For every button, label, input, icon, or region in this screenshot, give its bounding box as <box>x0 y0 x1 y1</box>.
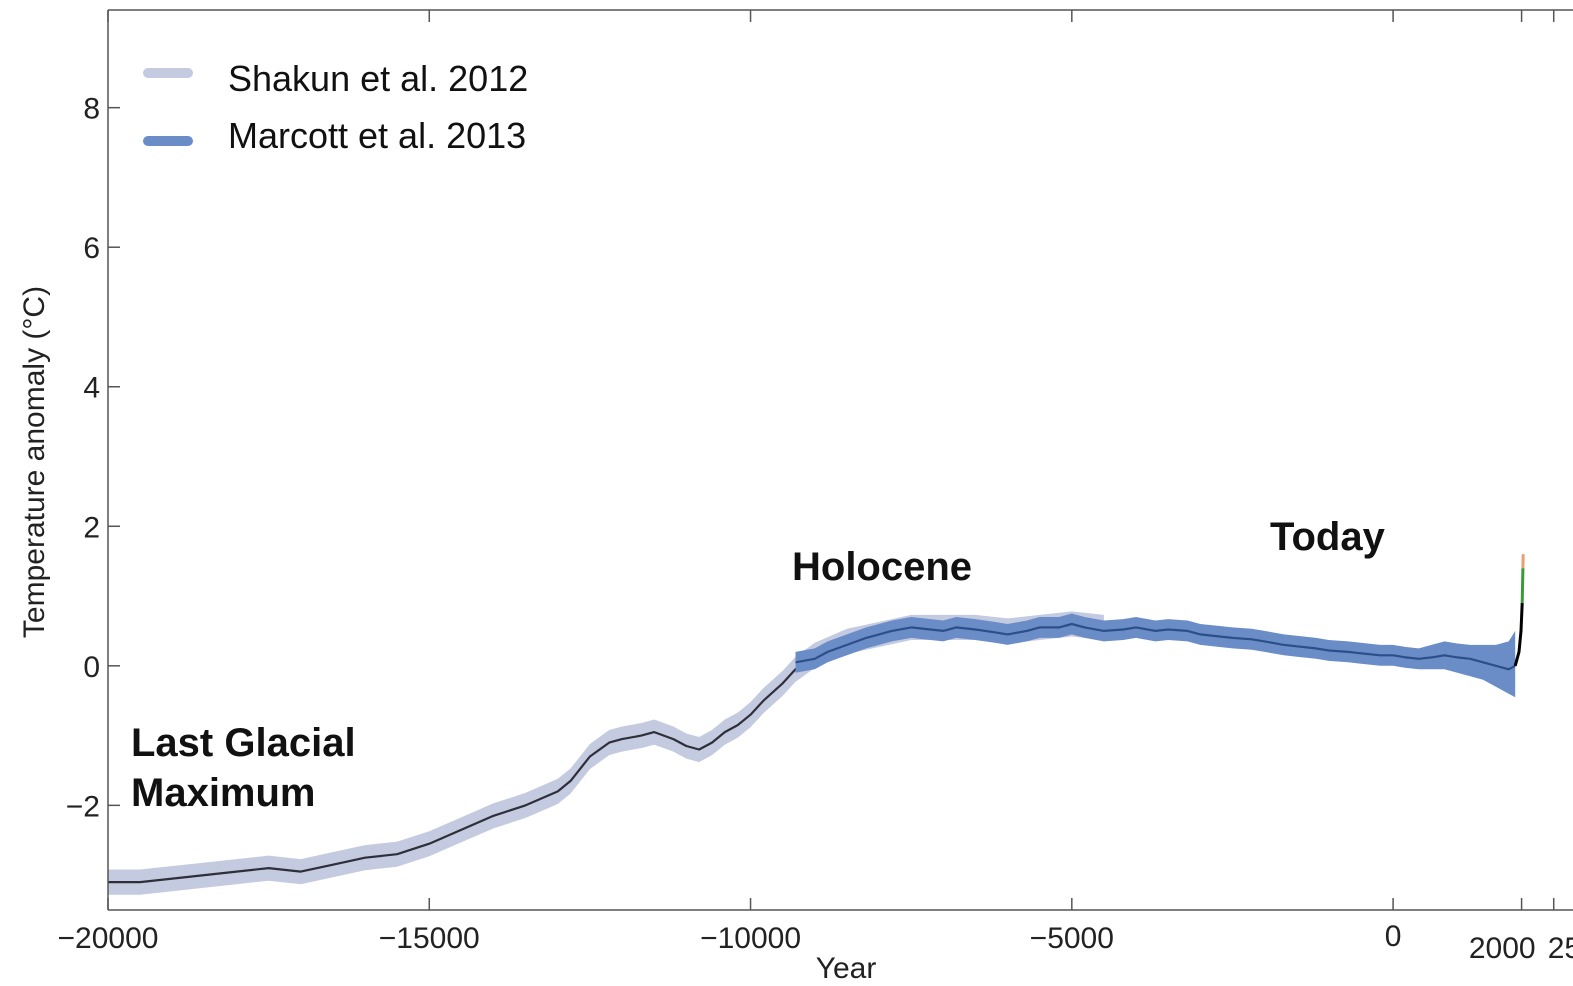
annotation-today: Today <box>1270 515 1386 559</box>
x-tick-label: −10000 <box>700 922 801 955</box>
marcott-uncertainty-band <box>795 613 1516 698</box>
x-tick-label: −15000 <box>379 922 480 955</box>
y-tick-label: 4 <box>83 372 100 405</box>
annotation-last-glacial-maximum-line2: Maximum <box>131 771 316 815</box>
axis-ticks: −20000 −15000 −10000 −5000 0 2000 2500 8 6 4 2 0 −2 <box>58 9 1573 965</box>
y-tick-label: −2 <box>66 790 100 823</box>
annotation-last-glacial-maximum-line1: Last Glacial <box>131 721 356 765</box>
y-tick-label: 6 <box>83 232 100 265</box>
y-tick-label: 0 <box>83 651 100 684</box>
shakun-uncertainty-band <box>108 611 1104 895</box>
plot-area <box>108 554 1525 895</box>
x-axis-title: Year <box>816 952 877 985</box>
recent-temperature-segment <box>1520 568 1525 604</box>
legend: Shakun et al. 2012 Marcott et al. 2013 <box>143 58 528 156</box>
x-tick-label: 2500 <box>1548 932 1573 965</box>
legend-label-marcott: Marcott et al. 2013 <box>228 115 526 156</box>
x-tick-label: 0 <box>1385 920 1402 953</box>
x-tick-label: −20000 <box>58 922 159 955</box>
recent-temperature-segment <box>1513 602 1524 667</box>
y-tick-label: 8 <box>83 93 100 126</box>
y-tick-label: 2 <box>83 511 100 544</box>
x-tick-label: −5000 <box>1030 922 1114 955</box>
x-tick-label: 2000 <box>1469 932 1536 965</box>
marcott-series-line <box>795 622 1516 671</box>
legend-label-shakun: Shakun et al. 2012 <box>228 58 528 99</box>
annotation-holocene: Holocene <box>792 545 972 589</box>
y-axis-title: Temperature anomaly (°C) <box>18 286 51 638</box>
